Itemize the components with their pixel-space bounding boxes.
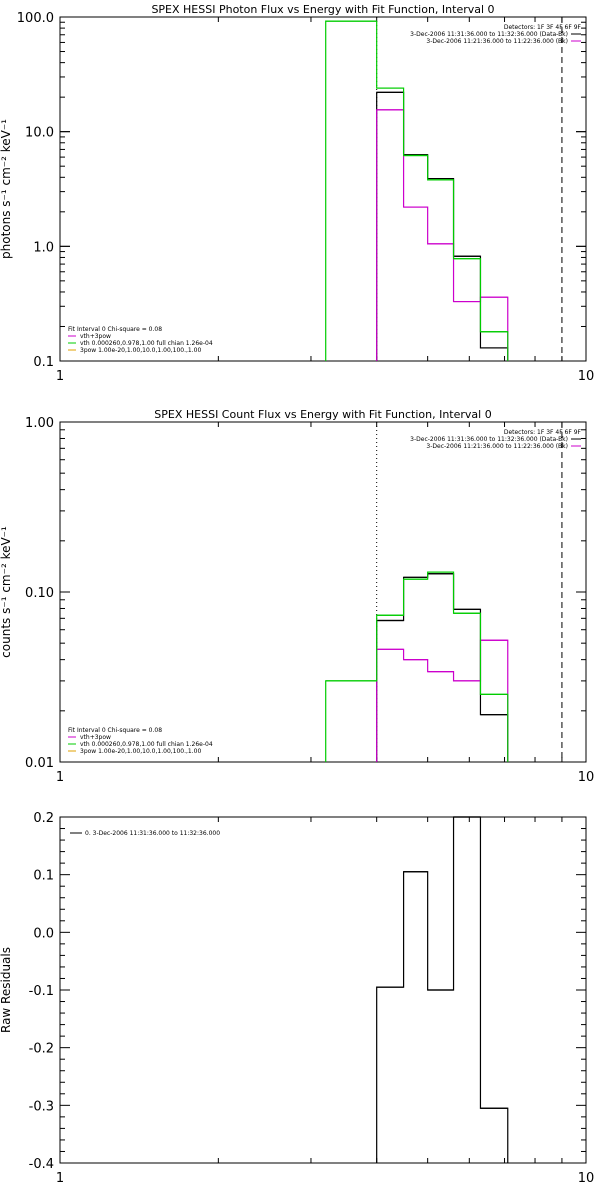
- plot-frame: [59, 421, 587, 763]
- chart-panel-2: SPEX HESSI Count Flux vs Energy with Fit…: [0, 408, 594, 785]
- series-line: [376, 639, 509, 762]
- legend-top-entry: Detectors: 1F 3F 4F 6F 9F: [504, 429, 582, 436]
- x-tick-label: 1: [56, 1171, 64, 1186]
- series-1: [376, 573, 509, 762]
- series-1: [376, 816, 509, 1163]
- plot-frame: [59, 16, 587, 362]
- x-tick-label: 1: [56, 369, 64, 384]
- legend-bottom-entry: Fit Interval 0 Chi-square = 0.08: [68, 727, 162, 734]
- chart-panel-1: SPEX HESSI Photon Flux vs Energy with Fi…: [0, 3, 594, 384]
- series-line: [376, 91, 509, 361]
- x-tick-label: 1: [56, 770, 64, 785]
- y-tick-label: 0.1: [33, 355, 54, 370]
- y-tick-label: 0.1: [33, 869, 54, 884]
- legend-top-entry: 3-Dec-2006 11:31:36.000 to 11:32:36.000 …: [410, 31, 568, 38]
- legend-top-entry: 0. 3-Dec-2006 11:31:36.000 to 11:32:36.0…: [85, 830, 220, 837]
- legend-bottom-entry: vth 0.000260,0.978,1.00 full chian 1.26e…: [80, 741, 213, 748]
- legend-top-entry: 3-Dec-2006 11:21:36.000 to 11:22:36.000 …: [426, 443, 568, 450]
- series-line: [376, 573, 509, 762]
- chart-title: SPEX HESSI Count Flux vs Energy with Fit…: [154, 408, 491, 421]
- y-tick-label: -0.3: [29, 1099, 54, 1114]
- y-tick-label: 0.2: [33, 811, 54, 826]
- y-tick-label: 100.0: [17, 11, 54, 26]
- legend-bottom-entry: Fit Interval 0 Chi-square = 0.08: [68, 326, 162, 333]
- series-3: [325, 20, 509, 361]
- series-3: [325, 571, 509, 762]
- legend-top-entry: 3-Dec-2006 11:31:36.000 to 11:32:36.000 …: [410, 436, 568, 443]
- plot-frame: [59, 816, 587, 1164]
- x-tick-label: 10: [578, 1171, 595, 1186]
- series-line: [325, 20, 509, 361]
- series-line: [325, 571, 509, 762]
- y-tick-label: 10.0: [25, 126, 54, 141]
- chart-panel-3: Raw Residuals 1 10 -0.4 -0.3 -0.2 -0.1 0.0 0.1 0.…: [0, 811, 594, 1186]
- legend-bottom-entry: vth+3pow: [80, 734, 111, 741]
- y-tick-label: 1.0: [33, 240, 54, 255]
- y-tick-label: 0.10: [25, 586, 54, 601]
- y-tick-label: 0.0: [33, 926, 54, 941]
- y-tick-label: -0.1: [29, 984, 54, 999]
- legend-top-entry: 3-Dec-2006 11:21:36.000 to 11:22:36.000 …: [426, 38, 568, 45]
- x-tick-label: 10: [578, 770, 595, 785]
- series-1: [376, 91, 509, 361]
- legend-bottom-entry: vth+3pow: [80, 333, 111, 340]
- y-tick-label: 0.01: [25, 756, 54, 771]
- y-axis-label: photons s⁻¹ cm⁻² keV⁻¹: [0, 119, 13, 259]
- legend-bottom-entry: 3pow 1.00e-20,1.00,10.0,1.00,100.,1.00: [80, 347, 201, 354]
- series-line: [376, 816, 509, 1163]
- series-line: [376, 109, 509, 361]
- y-tick-label: -0.2: [29, 1042, 54, 1057]
- y-axis-label: counts s⁻¹ cm⁻² keV⁻¹: [0, 526, 13, 658]
- legend-bottom-entry: vth 0.000260,0.978,1.00 full chian 1.26e…: [80, 340, 213, 347]
- legend-top-entry: Detectors: 1F 3F 4F 6F 9F: [504, 24, 582, 31]
- x-tick-label: 10: [578, 369, 595, 384]
- legend-bottom-entry: 3pow 1.00e-20,1.00,10.0,1.00,100.,1.00: [80, 748, 201, 755]
- y-axis-label: Raw Residuals: [0, 947, 13, 1033]
- y-tick-label: 1.00: [25, 416, 54, 431]
- y-tick-label: -0.4: [29, 1157, 54, 1172]
- chart-title: SPEX HESSI Photon Flux vs Energy with Fi…: [151, 3, 494, 16]
- series-2: [376, 109, 509, 361]
- series-2: [376, 639, 509, 762]
